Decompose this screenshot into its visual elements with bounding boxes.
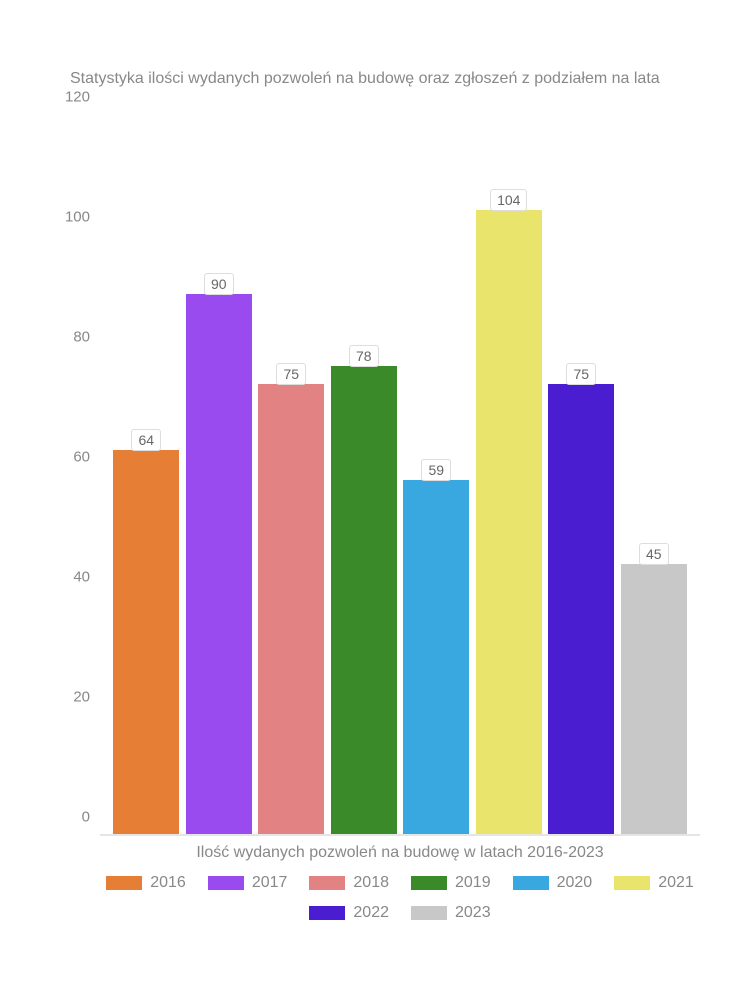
y-tick: 20 — [60, 689, 90, 706]
bar — [548, 384, 614, 834]
bar-value-label: 59 — [421, 459, 451, 481]
legend-label: 2019 — [455, 874, 491, 892]
legend-item: 2018 — [309, 874, 389, 892]
legend-swatch — [411, 876, 447, 890]
legend-item: 2023 — [411, 904, 491, 922]
legend-item: 2016 — [106, 874, 186, 892]
bar — [258, 384, 324, 834]
legend-label: 2017 — [252, 874, 288, 892]
y-tick: 60 — [60, 449, 90, 466]
bar — [186, 294, 252, 834]
bar — [403, 480, 469, 834]
legend-swatch — [614, 876, 650, 890]
y-tick: 120 — [60, 89, 90, 106]
bar-column: 59 — [403, 459, 469, 834]
bar-column: 78 — [331, 345, 397, 834]
bar-column: 104 — [476, 189, 542, 834]
plot-area: 64907578591047545 020406080100120 — [100, 116, 700, 836]
legend-swatch — [411, 906, 447, 920]
legend-swatch — [309, 876, 345, 890]
bar-value-label: 64 — [131, 429, 161, 451]
legend-label: 2018 — [353, 874, 389, 892]
legend: 2016 2017 2018 2019 2020 2021 2022 2023 — [100, 874, 700, 922]
bar-column: 90 — [186, 273, 252, 834]
legend-label: 2023 — [455, 904, 491, 922]
bar — [476, 210, 542, 834]
legend-item: 2019 — [411, 874, 491, 892]
bar-column: 75 — [548, 363, 614, 834]
chart-title: Statystyka ilości wydanych pozwoleń na b… — [70, 70, 700, 88]
y-tick: 0 — [60, 809, 90, 826]
bar-value-label: 90 — [204, 273, 234, 295]
y-tick: 40 — [60, 569, 90, 586]
y-tick: 100 — [60, 209, 90, 226]
chart-container: Statystyka ilości wydanych pozwoleń na b… — [60, 70, 700, 922]
bar-value-label: 75 — [276, 363, 306, 385]
legend-label: 2022 — [353, 904, 389, 922]
bar — [331, 366, 397, 834]
bar-value-label: 75 — [566, 363, 596, 385]
bars-group: 64 90 75 78 59 104 75 45 — [100, 116, 700, 834]
x-axis-label: Ilość wydanych pozwoleń na budowę w lata… — [100, 844, 700, 862]
bar — [113, 450, 179, 834]
legend-label: 2020 — [557, 874, 593, 892]
y-tick: 80 — [60, 329, 90, 346]
legend-item: 2020 — [513, 874, 593, 892]
legend-label: 2016 — [150, 874, 186, 892]
bar — [621, 564, 687, 834]
legend-label: 2021 — [658, 874, 694, 892]
bar-column: 75 — [258, 363, 324, 834]
bar-value-label: 78 — [349, 345, 379, 367]
bar-column: 64 — [113, 429, 179, 834]
bar-value-label: 45 — [639, 543, 669, 565]
legend-item: 2021 — [614, 874, 694, 892]
legend-swatch — [106, 876, 142, 890]
legend-item: 2022 — [309, 904, 389, 922]
bar-value-label: 104 — [490, 189, 527, 211]
bar-column: 45 — [621, 543, 687, 834]
legend-swatch — [309, 906, 345, 920]
legend-swatch — [208, 876, 244, 890]
legend-swatch — [513, 876, 549, 890]
legend-item: 2017 — [208, 874, 288, 892]
